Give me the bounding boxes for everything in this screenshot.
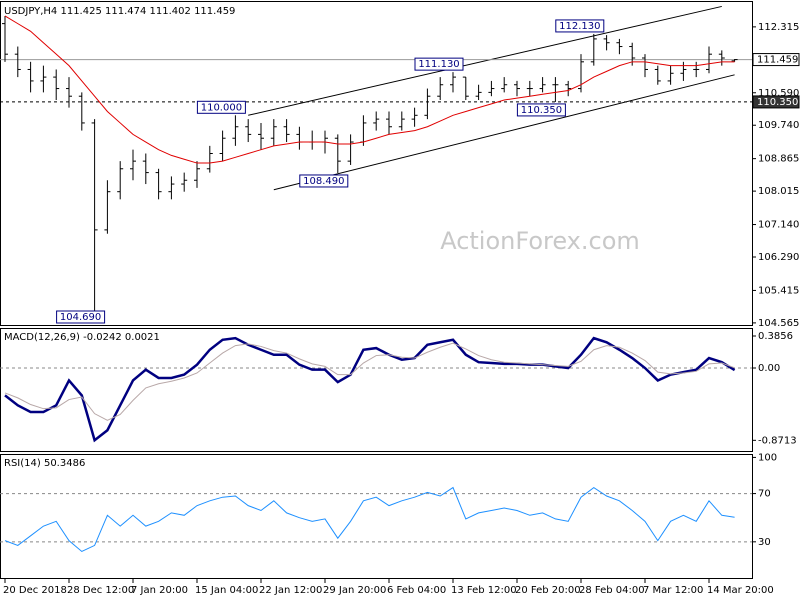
- annotation-label: 112.130: [559, 21, 600, 32]
- x-tick-label: 20 Dec 2018: [3, 585, 67, 596]
- annotation-label: 110.350: [521, 105, 562, 116]
- annotation-box: [516, 103, 566, 117]
- annotation-box: [196, 100, 246, 114]
- price-label: 111.459: [757, 55, 798, 66]
- x-tick-label: 13 Feb 12:00: [451, 585, 517, 596]
- y-tick-label: 104.565: [758, 318, 799, 329]
- y-tick-label: -0.8713: [758, 435, 797, 446]
- watermark: ActionForex.com: [440, 227, 640, 255]
- price-label-box: [752, 53, 800, 67]
- rsi-panel: [0, 454, 753, 579]
- y-tick-label: 108.865: [758, 154, 799, 165]
- annotation-box: [414, 57, 464, 71]
- y-tick-label: 0.3856: [758, 331, 793, 342]
- annotation-label: 110.000: [201, 102, 242, 113]
- y-tick-label: 110.590: [758, 88, 799, 99]
- price-label: 110.350: [757, 97, 798, 108]
- y-tick-label: 109.740: [758, 120, 799, 131]
- series-line: [4, 342, 735, 421]
- annotation-label: 104.690: [60, 312, 101, 323]
- panel-title: RSI(14) 50.3486: [4, 458, 85, 469]
- x-tick-label: 14 Mar 20:00: [707, 585, 774, 596]
- panel-title: MACD(12,26,9) -0.0242 0.0021: [4, 332, 160, 343]
- y-tick-label: 112.315: [758, 22, 799, 33]
- y-tick-label: 100: [758, 452, 777, 463]
- annotation-box: [299, 174, 349, 188]
- x-tick-label: 7 Mar 12:00: [643, 585, 703, 596]
- y-tick-label: 105.415: [758, 285, 799, 296]
- x-tick-label: 15 Jan 04:00: [195, 585, 258, 596]
- x-tick-label: 28 Feb 04:00: [579, 585, 645, 596]
- price-panel: [0, 1, 753, 326]
- x-tick-label: 29 Jan 20:00: [323, 585, 386, 596]
- x-tick-label: 22 Jan 12:00: [259, 585, 322, 596]
- annotation-label: 108.490: [303, 176, 344, 187]
- y-tick-label: 108.015: [758, 186, 799, 197]
- annotation-box: [56, 310, 106, 324]
- x-tick-label: 28 Dec 12:00: [67, 585, 134, 596]
- macd-panel: [0, 328, 753, 452]
- annotation-box: [555, 19, 605, 33]
- x-tick-label: 7 Jan 20:00: [131, 585, 188, 596]
- trend-line: [248, 5, 722, 116]
- series-line: [4, 486, 735, 553]
- y-tick-label: 106.290: [758, 252, 799, 263]
- series-line: [4, 15, 735, 164]
- trend-line: [273, 74, 735, 191]
- x-tick-label: 6 Feb 04:00: [387, 585, 446, 596]
- x-tick-label: 20 Feb 20:00: [515, 585, 581, 596]
- price-label-box: [752, 95, 800, 109]
- annotation-label: 111.130: [418, 59, 459, 70]
- y-tick-label: 30: [758, 537, 771, 548]
- y-tick-label: 0.00: [758, 363, 780, 374]
- panel-title: USDJPY,H4 111.425 111.474 111.402 111.45…: [4, 6, 235, 17]
- y-tick-label: 107.140: [758, 220, 799, 231]
- y-tick-label: 70: [758, 489, 771, 500]
